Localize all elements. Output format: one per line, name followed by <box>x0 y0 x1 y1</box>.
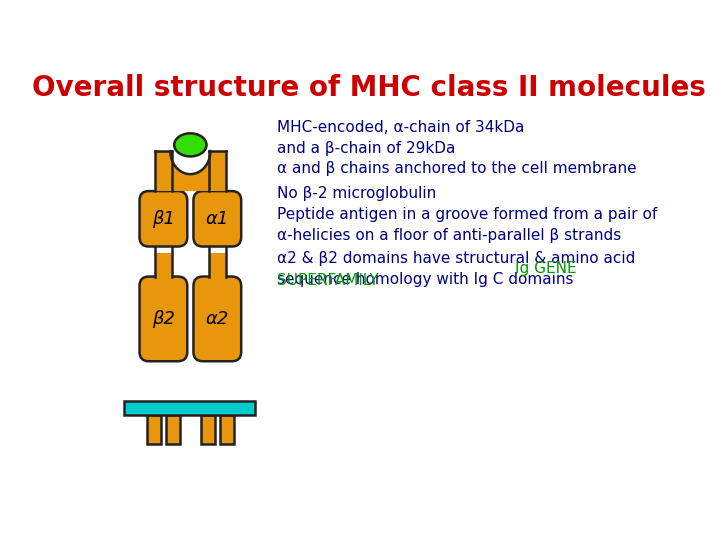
Text: α2 & β2 domains have structural & amino acid
sequence homology with Ig C domains: α2 & β2 domains have structural & amino … <box>276 251 635 287</box>
FancyBboxPatch shape <box>140 276 187 361</box>
Bar <box>166 415 180 444</box>
Bar <box>201 415 215 444</box>
Ellipse shape <box>174 133 207 157</box>
FancyBboxPatch shape <box>194 191 241 247</box>
Text: No β-2 microglobulin: No β-2 microglobulin <box>276 186 436 201</box>
Text: α1: α1 <box>206 210 229 228</box>
Text: Peptide antigen in a groove formed from a pair of
α-helicies on a floor of anti-: Peptide antigen in a groove formed from … <box>276 207 657 243</box>
Text: β1: β1 <box>152 210 175 228</box>
Bar <box>209 253 226 278</box>
Text: α and β chains anchored to the cell membrane: α and β chains anchored to the cell memb… <box>276 161 636 176</box>
Text: β2: β2 <box>152 310 175 328</box>
FancyBboxPatch shape <box>140 191 187 247</box>
Bar <box>148 415 161 444</box>
Bar <box>209 151 226 191</box>
Text: Ig GENE: Ig GENE <box>516 261 577 276</box>
Text: MHC-encoded, α-chain of 34kDa
and a β-chain of 29kDa: MHC-encoded, α-chain of 34kDa and a β-ch… <box>276 120 524 156</box>
Bar <box>172 151 209 191</box>
Polygon shape <box>171 147 210 174</box>
Text: Overall structure of MHC class II molecules: Overall structure of MHC class II molecu… <box>32 74 706 102</box>
FancyBboxPatch shape <box>194 276 241 361</box>
Bar <box>155 253 172 278</box>
Bar <box>124 401 255 415</box>
Text: α2: α2 <box>206 310 229 328</box>
Bar <box>220 415 234 444</box>
Text: SUPERFAMILY: SUPERFAMILY <box>276 273 378 288</box>
Bar <box>155 151 172 191</box>
